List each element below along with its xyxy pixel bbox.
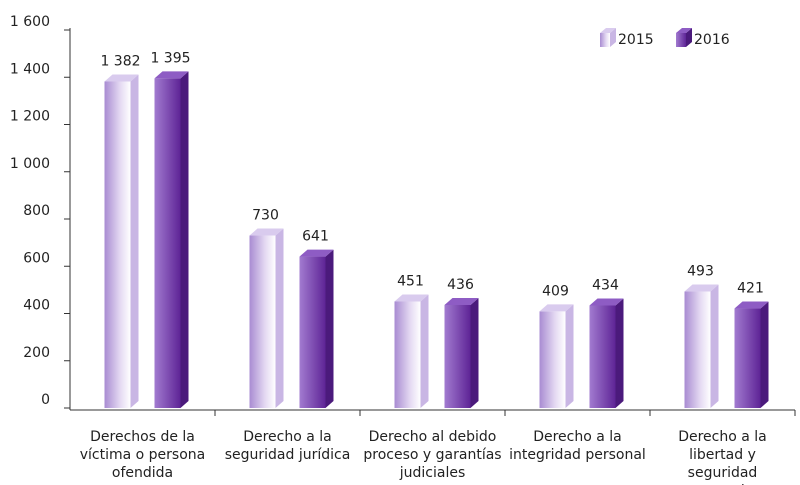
bar-side (565, 304, 574, 408)
y-tick-label: 1 600 (10, 14, 50, 30)
bar-top (249, 228, 284, 236)
value-label: 730 (252, 208, 279, 224)
bar (154, 78, 181, 409)
x-tick-label: Derecho a la libertad y seguridad person… (678, 429, 767, 485)
x-tick-label: Derecho a la seguridad jurídica (224, 429, 351, 463)
value-label: 409 (542, 283, 569, 299)
x-tick-label: Derecho al debido proceso y garantías ju… (363, 429, 502, 481)
value-label: 1 382 (100, 54, 140, 70)
legend-label: 2015 (618, 32, 654, 48)
bar (444, 304, 471, 408)
value-label: 436 (447, 277, 474, 293)
bar (299, 256, 326, 408)
y-tick-label: 1 000 (10, 156, 50, 172)
bar (394, 301, 421, 408)
legend-swatch-side (686, 28, 692, 47)
bar (684, 291, 711, 408)
legend-swatch-top (600, 28, 616, 33)
bar (539, 311, 566, 408)
bar (589, 305, 616, 408)
bar-side (760, 301, 769, 408)
bar-top (154, 71, 189, 79)
value-label: 493 (687, 264, 714, 280)
bar (734, 308, 761, 408)
value-label: 641 (302, 229, 329, 245)
legend-label: 2016 (694, 32, 730, 48)
bar-top (589, 298, 624, 306)
bar (104, 81, 131, 408)
y-tick-label: 0 (41, 392, 50, 408)
bar-top (684, 284, 719, 292)
legend-swatch-side (610, 28, 616, 47)
value-label: 451 (397, 273, 424, 289)
y-tick-label: 1 200 (10, 109, 50, 125)
x-tick-label: Derechos de la víctima o persona ofendid… (79, 429, 206, 481)
bar-side (130, 74, 139, 408)
bar-side (470, 297, 479, 408)
value-label: 1 395 (150, 50, 190, 66)
bar-top (734, 301, 769, 309)
value-label: 421 (737, 281, 764, 297)
bar-top (104, 74, 139, 82)
bar-top (299, 249, 334, 257)
y-tick-label: 600 (23, 250, 50, 266)
bar-side (275, 228, 284, 408)
bar-top (394, 294, 429, 302)
bar-side (710, 284, 719, 408)
bar-top (444, 297, 479, 305)
bar-top (539, 304, 574, 312)
legend-swatch (676, 33, 686, 47)
y-tick-label: 400 (23, 298, 50, 314)
bar-side (325, 249, 334, 408)
y-tick-label: 1 400 (10, 61, 50, 77)
y-tick-label: 800 (23, 203, 50, 219)
bar-side (420, 294, 429, 408)
bar-side (180, 71, 189, 409)
legend-swatch-top (676, 28, 692, 33)
x-tick-label: Derecho a la integridad personal (509, 429, 646, 463)
value-label: 434 (592, 277, 619, 293)
legend-swatch (600, 33, 610, 47)
y-tick-label: 200 (23, 345, 50, 361)
bar-side (615, 298, 624, 408)
bar (249, 235, 276, 408)
